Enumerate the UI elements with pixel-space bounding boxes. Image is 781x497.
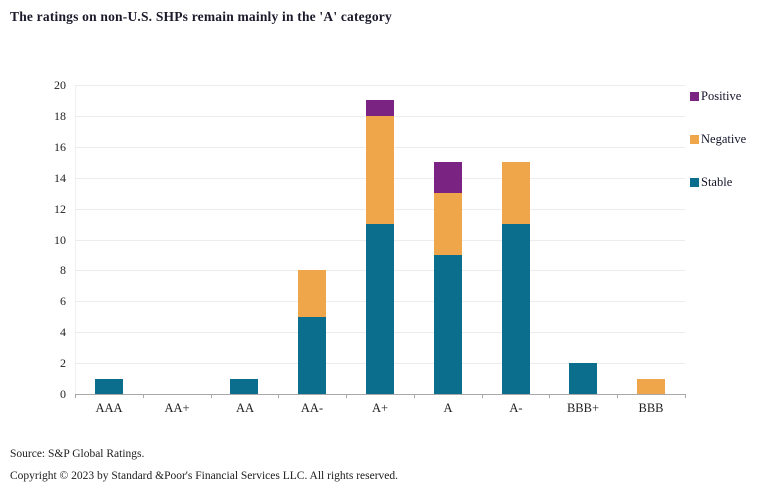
- x-tick: [75, 394, 76, 398]
- x-tick: [346, 394, 347, 398]
- x-tick: [143, 394, 144, 398]
- negative-swatch-icon: [690, 135, 699, 144]
- chart-title: The ratings on non-U.S. SHPs remain main…: [10, 9, 392, 24]
- bar-segment-negative: [434, 193, 462, 255]
- bar-BBB+: [569, 363, 597, 394]
- stable-swatch-icon: [690, 178, 699, 187]
- bar-segment-stable: [502, 224, 530, 394]
- gridline: [75, 85, 685, 86]
- x-tick-label: BBB: [638, 401, 664, 415]
- bar-A-: [502, 162, 530, 394]
- y-axis: 0 2 4 6 8 10 12 14 16 18 20: [0, 78, 66, 401]
- y-tick-label: 14: [54, 170, 66, 185]
- y-tick-label: 16: [54, 139, 66, 154]
- bar-segment-stable: [298, 316, 326, 394]
- x-tick-label: AA: [235, 401, 255, 415]
- x-tick-label: A-: [509, 401, 523, 415]
- bar-segment-negative: [298, 270, 326, 317]
- x-tick-label: AA-: [300, 401, 324, 415]
- x-tick: [685, 394, 686, 398]
- legend-label: Positive: [701, 89, 742, 103]
- y-tick-label: 4: [60, 325, 66, 340]
- bar-AA: [230, 378, 258, 394]
- bar-BBB: [637, 378, 665, 394]
- legend-label: Stable: [701, 175, 733, 189]
- footer: Source: S&P Global Ratings. Copyright © …: [10, 443, 398, 487]
- bar-segment-positive: [434, 162, 462, 194]
- y-tick-label: 20: [54, 78, 66, 92]
- legend-item-negative: Negative: [690, 132, 747, 146]
- x-tick-label: AAA: [95, 401, 123, 415]
- y-tick-label: 18: [54, 108, 66, 123]
- bar-segment-stable: [366, 224, 394, 394]
- bar-AAA: [95, 378, 123, 394]
- legend: Positive Negative Stable: [690, 89, 747, 219]
- bar-segment-negative: [502, 162, 530, 225]
- y-tick-label: 0: [60, 387, 66, 401]
- bar-segment-stable: [230, 378, 258, 394]
- x-tick-label: BBB+: [566, 401, 600, 415]
- x-tick: [549, 394, 550, 398]
- x-tick: [211, 394, 212, 398]
- x-tick: [482, 394, 483, 398]
- bar-A+: [366, 100, 394, 394]
- x-tick: [278, 394, 279, 398]
- y-tick-label: 10: [54, 232, 66, 247]
- x-tick-label: A: [443, 401, 453, 415]
- bar-segment-negative: [637, 378, 665, 394]
- bar-segment-stable: [95, 378, 123, 394]
- source-note: Source: S&P Global Ratings.: [10, 448, 145, 460]
- x-tick-label: AA+: [164, 401, 190, 415]
- x-tick: [414, 394, 415, 398]
- y-tick-label: 8: [60, 263, 66, 278]
- copyright-note: Copyright © 2023 by Standard &Poor's Fin…: [10, 470, 399, 482]
- x-tick-label: A+: [371, 401, 389, 415]
- bar-AA-: [298, 270, 326, 394]
- legend-item-stable: Stable: [690, 175, 746, 189]
- y-tick-label: 12: [54, 201, 66, 216]
- y-tick-label: 6: [60, 294, 66, 309]
- positive-swatch-icon: [690, 92, 699, 101]
- legend-label: Negative: [701, 132, 747, 146]
- x-axis: AAA AA+ AA AA- A+ A A- BBB+ BBB: [75, 401, 685, 417]
- plot-area: [75, 85, 686, 398]
- x-tick: [617, 394, 618, 398]
- y-tick-label: 2: [60, 356, 66, 371]
- bar-segment-positive: [366, 100, 394, 116]
- bar-segment-stable: [434, 254, 462, 394]
- bar-A: [434, 162, 462, 394]
- legend-item-positive: Positive: [690, 89, 746, 103]
- bar-segment-negative: [366, 115, 394, 225]
- bar-segment-stable: [569, 363, 597, 394]
